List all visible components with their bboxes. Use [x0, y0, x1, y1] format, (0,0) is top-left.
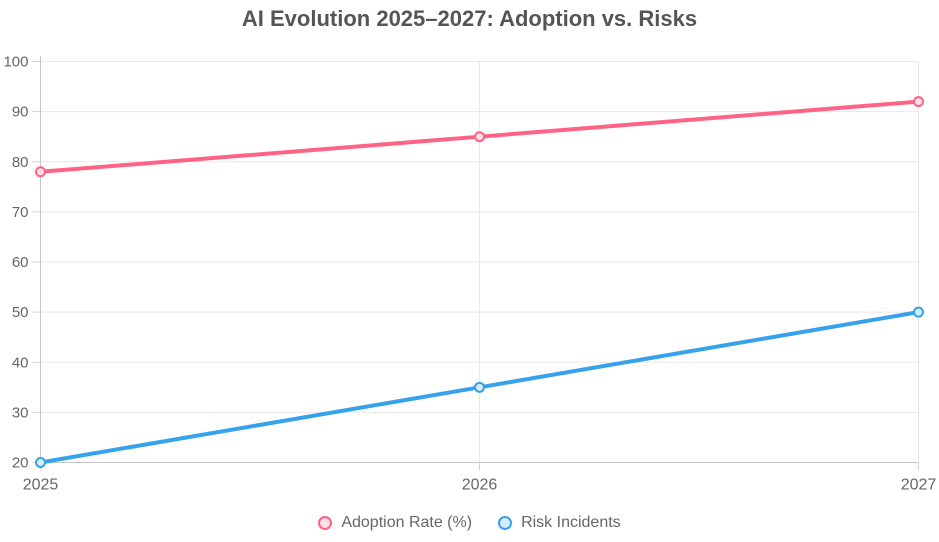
y-tick-label: 100	[3, 54, 28, 71]
data-point-risk-incidents[interactable]	[35, 457, 46, 468]
legend-label-risk-incidents: Risk Incidents	[521, 514, 621, 531]
x-tick-label: 2025	[23, 477, 59, 494]
legend-item-risk-incidents[interactable]: Risk Incidents	[498, 513, 621, 532]
x-tick-label: 2027	[901, 477, 937, 494]
chart-legend: Adoption Rate (%) Risk Incidents	[0, 513, 939, 532]
y-tick-label: 40	[12, 354, 29, 371]
data-point-adoption-rate[interactable]	[474, 131, 485, 143]
data-point-adoption-rate[interactable]	[35, 166, 46, 178]
y-tick-label: 30	[12, 404, 29, 421]
legend-label-adoption-rate: Adoption Rate (%)	[341, 514, 473, 531]
y-tick-label: 80	[12, 154, 29, 171]
y-tick-label: 20	[12, 455, 29, 472]
legend-item-adoption-rate[interactable]: Adoption Rate (%)	[318, 513, 472, 532]
y-tick-label: 70	[12, 204, 29, 221]
y-tick-label: 50	[12, 304, 29, 321]
legend-marker-adoption-rate	[318, 515, 333, 530]
y-tick-label: 60	[12, 254, 29, 271]
data-point-adoption-rate[interactable]	[913, 96, 924, 108]
chart-title: AI Evolution 2025–2027: Adoption vs. Ris…	[241, 6, 698, 31]
data-point-risk-incidents[interactable]	[474, 381, 485, 393]
x-tick-label: 2026	[462, 477, 498, 494]
data-point-risk-incidents[interactable]	[913, 306, 924, 318]
legend-marker-risk-incidents	[498, 515, 513, 530]
y-tick-label: 90	[12, 104, 29, 121]
